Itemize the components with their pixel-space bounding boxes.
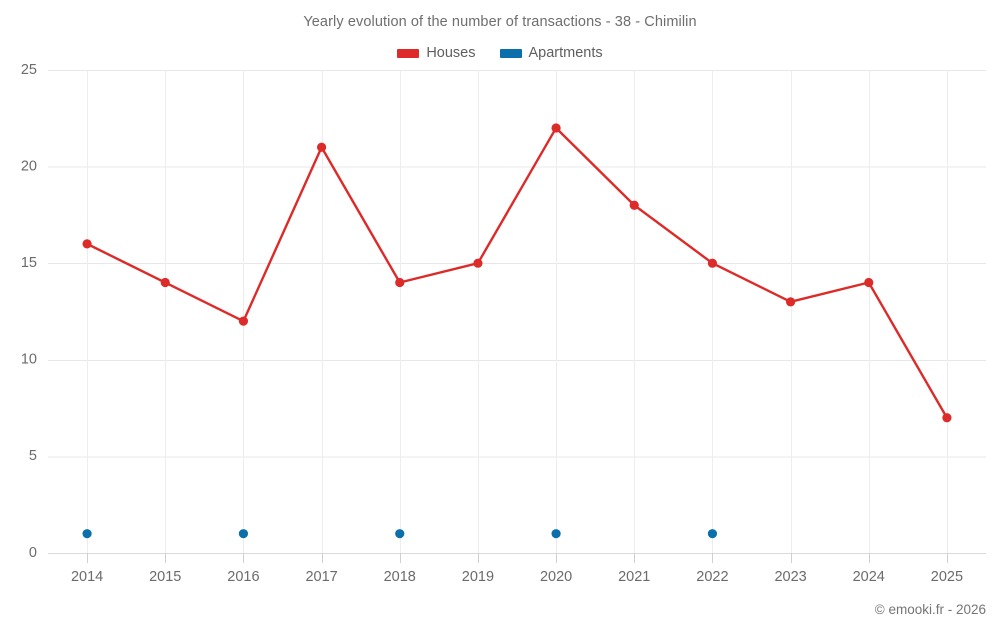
x-tick-labels: 2014 2015 2016 2017 2018 2019 2020 2021 2022 2023… — [71, 569, 963, 585]
x-tick-label: 2017 — [305, 569, 337, 585]
legend-label-apartments: Apartments — [528, 45, 603, 61]
legend-label-houses: Houses — [426, 45, 476, 61]
x-tick-label: 2015 — [149, 569, 181, 585]
series-lines — [85, 126, 949, 419]
legend-item-apartments[interactable]: Apartments — [499, 45, 603, 61]
data-point-houses[interactable] — [551, 123, 561, 133]
y-gridlines — [48, 70, 986, 554]
y-tick-labels: 0 5 10 15 20 25 — [21, 62, 37, 561]
data-point-houses[interactable] — [82, 239, 92, 249]
y-tick-label: 20 — [21, 158, 37, 174]
y-tick-label: 5 — [29, 448, 37, 464]
data-point-houses[interactable] — [864, 277, 874, 288]
y-tick-label: 15 — [21, 255, 37, 271]
chart-legend: Houses Apartments — [0, 45, 1000, 61]
data-point-houses[interactable] — [395, 277, 405, 288]
x-tick-label: 2014 — [71, 569, 103, 585]
data-point-houses[interactable] — [942, 413, 952, 423]
data-point-houses[interactable] — [316, 142, 327, 152]
x-tick-label: 2021 — [618, 569, 650, 585]
x-tick-label: 2018 — [384, 569, 416, 585]
legend-swatch-houses-icon — [397, 48, 420, 58]
x-tickmarks — [87, 553, 948, 563]
x-tick-label: 2020 — [540, 569, 572, 585]
legend-swatch-apartments-icon — [499, 48, 522, 58]
x-gridlines — [87, 70, 948, 553]
data-point-houses[interactable] — [629, 200, 639, 210]
page-title: Yearly evolution of the number of transa… — [303, 14, 697, 30]
legend-item-houses[interactable]: Houses — [397, 45, 476, 61]
data-point-apartments[interactable] — [551, 529, 561, 539]
data-point-apartments[interactable] — [238, 529, 249, 539]
data-point-houses[interactable] — [785, 297, 796, 307]
data-point-houses[interactable] — [160, 277, 170, 288]
data-point-apartments[interactable] — [82, 529, 92, 539]
x-tick-label: 2022 — [696, 569, 728, 585]
data-point-apartments[interactable] — [395, 529, 405, 539]
footer-credit: © emooki.fr - 2026 — [874, 602, 986, 617]
x-tick-label: 2019 — [462, 569, 494, 585]
x-tick-label: 2024 — [853, 569, 885, 585]
data-point-houses[interactable] — [707, 258, 718, 268]
y-tick-label: 10 — [21, 352, 37, 368]
y-tick-label: 0 — [29, 545, 37, 561]
x-tick-label: 2016 — [227, 569, 259, 585]
data-point-apartments[interactable] — [707, 529, 718, 539]
x-tick-label: 2025 — [931, 569, 963, 585]
x-tick-label: 2023 — [774, 569, 806, 585]
y-tick-label: 25 — [21, 62, 37, 78]
series-markers — [82, 123, 952, 539]
data-point-houses[interactable] — [238, 316, 249, 326]
data-point-houses[interactable] — [473, 258, 483, 268]
series-line-houses — [85, 126, 949, 419]
